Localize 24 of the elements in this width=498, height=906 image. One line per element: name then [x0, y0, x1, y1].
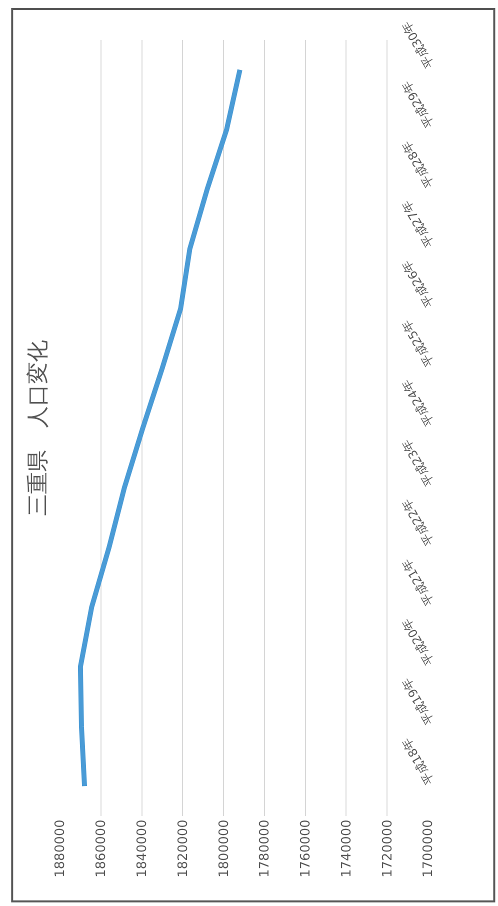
x-tick-label: 1700000 — [421, 820, 436, 878]
x-tick-label: 1720000 — [380, 820, 396, 878]
x-tick-label: 1860000 — [94, 820, 110, 878]
x-tick-label: 1820000 — [176, 820, 191, 878]
y-tick-label: 平成19年 — [399, 676, 437, 728]
y-tick-label: 平成24年 — [399, 377, 437, 429]
y-tick-label: 平成18年 — [399, 735, 437, 787]
x-tick-label: 1740000 — [339, 820, 354, 878]
y-tick-label: 平成23年 — [399, 436, 437, 488]
text: 三重県 人口変化 — [26, 340, 52, 516]
y-tick-label: 平成22年 — [399, 496, 437, 548]
x-tick-label: 1880000 — [53, 820, 68, 878]
x-tick-label: 1800000 — [216, 820, 232, 878]
x-tick-label: 1840000 — [135, 820, 150, 878]
y-tick-label: 平成30年 — [399, 19, 437, 71]
y-tick-label: 平成21年 — [399, 556, 437, 608]
y-tick-label: 平成20年 — [399, 616, 437, 668]
y-tick-label: 平成29年 — [399, 78, 437, 130]
y-tick-label: 平成27年 — [399, 198, 437, 250]
x-tick-label: 1780000 — [258, 820, 273, 878]
y-tick-label: 平成26年 — [399, 258, 437, 310]
y-tick-label: 平成28年 — [399, 138, 437, 190]
y-tick-label: 平成25年 — [399, 318, 437, 370]
x-tick-label: 1760000 — [298, 820, 314, 878]
